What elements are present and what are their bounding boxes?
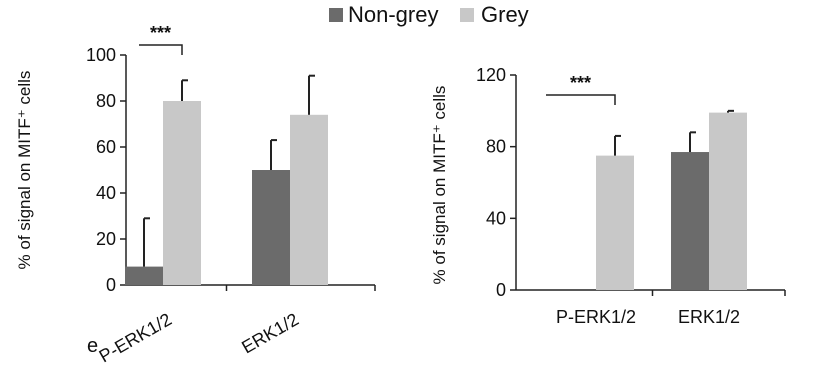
bar-non-grey xyxy=(252,170,290,285)
x-category-label: P-ERK1/2 xyxy=(96,309,175,366)
y-tick-label: 80 xyxy=(96,91,116,111)
chart-left: 0 20 40 60 80 100 P-ERK1/2 ERK1/2 % of signal on… xyxy=(15,23,376,366)
bar-grey xyxy=(163,101,201,285)
bar-grey xyxy=(709,112,747,290)
legend: Non-grey Grey xyxy=(329,2,529,27)
bar-non-grey xyxy=(671,152,709,290)
significance-label: *** xyxy=(150,23,171,43)
y-tick-label: 80 xyxy=(486,137,506,157)
x-category-label: ERK1/2 xyxy=(238,309,302,357)
legend-swatch-grey xyxy=(460,8,474,22)
legend-label-non-grey: Non-grey xyxy=(348,2,438,27)
y-axis-label: % of signal on MITF⁺ cells xyxy=(15,71,34,270)
significance-bracket xyxy=(139,44,183,55)
legend-label-grey: Grey xyxy=(481,2,529,27)
y-tick-label: 40 xyxy=(486,208,506,228)
y-tick-label: 60 xyxy=(96,137,116,157)
y-tick-label: 40 xyxy=(96,183,116,203)
y-tick-label: 100 xyxy=(86,45,116,65)
legend-swatch-non-grey xyxy=(329,8,343,22)
chart-right: 0 40 80 120 P-ERK1/2 ERK1/2 % of signal on MIT… xyxy=(430,65,786,327)
bar-grey xyxy=(290,114,328,285)
significance-bracket xyxy=(546,94,616,105)
bar-non-grey xyxy=(125,266,163,285)
y-tick-label: 20 xyxy=(96,229,116,249)
y-tick-label: 0 xyxy=(496,280,506,300)
x-category-label: P-ERK1/2 xyxy=(556,307,636,327)
y-axis-label: % of signal on MITF⁺ cells xyxy=(430,86,449,285)
significance-label: *** xyxy=(570,73,591,93)
bar-grey xyxy=(596,155,634,290)
stray-character: e xyxy=(87,335,98,357)
y-tick-label: 120 xyxy=(476,65,506,85)
x-category-label: ERK1/2 xyxy=(678,307,740,327)
y-tick-label: 0 xyxy=(106,275,116,295)
